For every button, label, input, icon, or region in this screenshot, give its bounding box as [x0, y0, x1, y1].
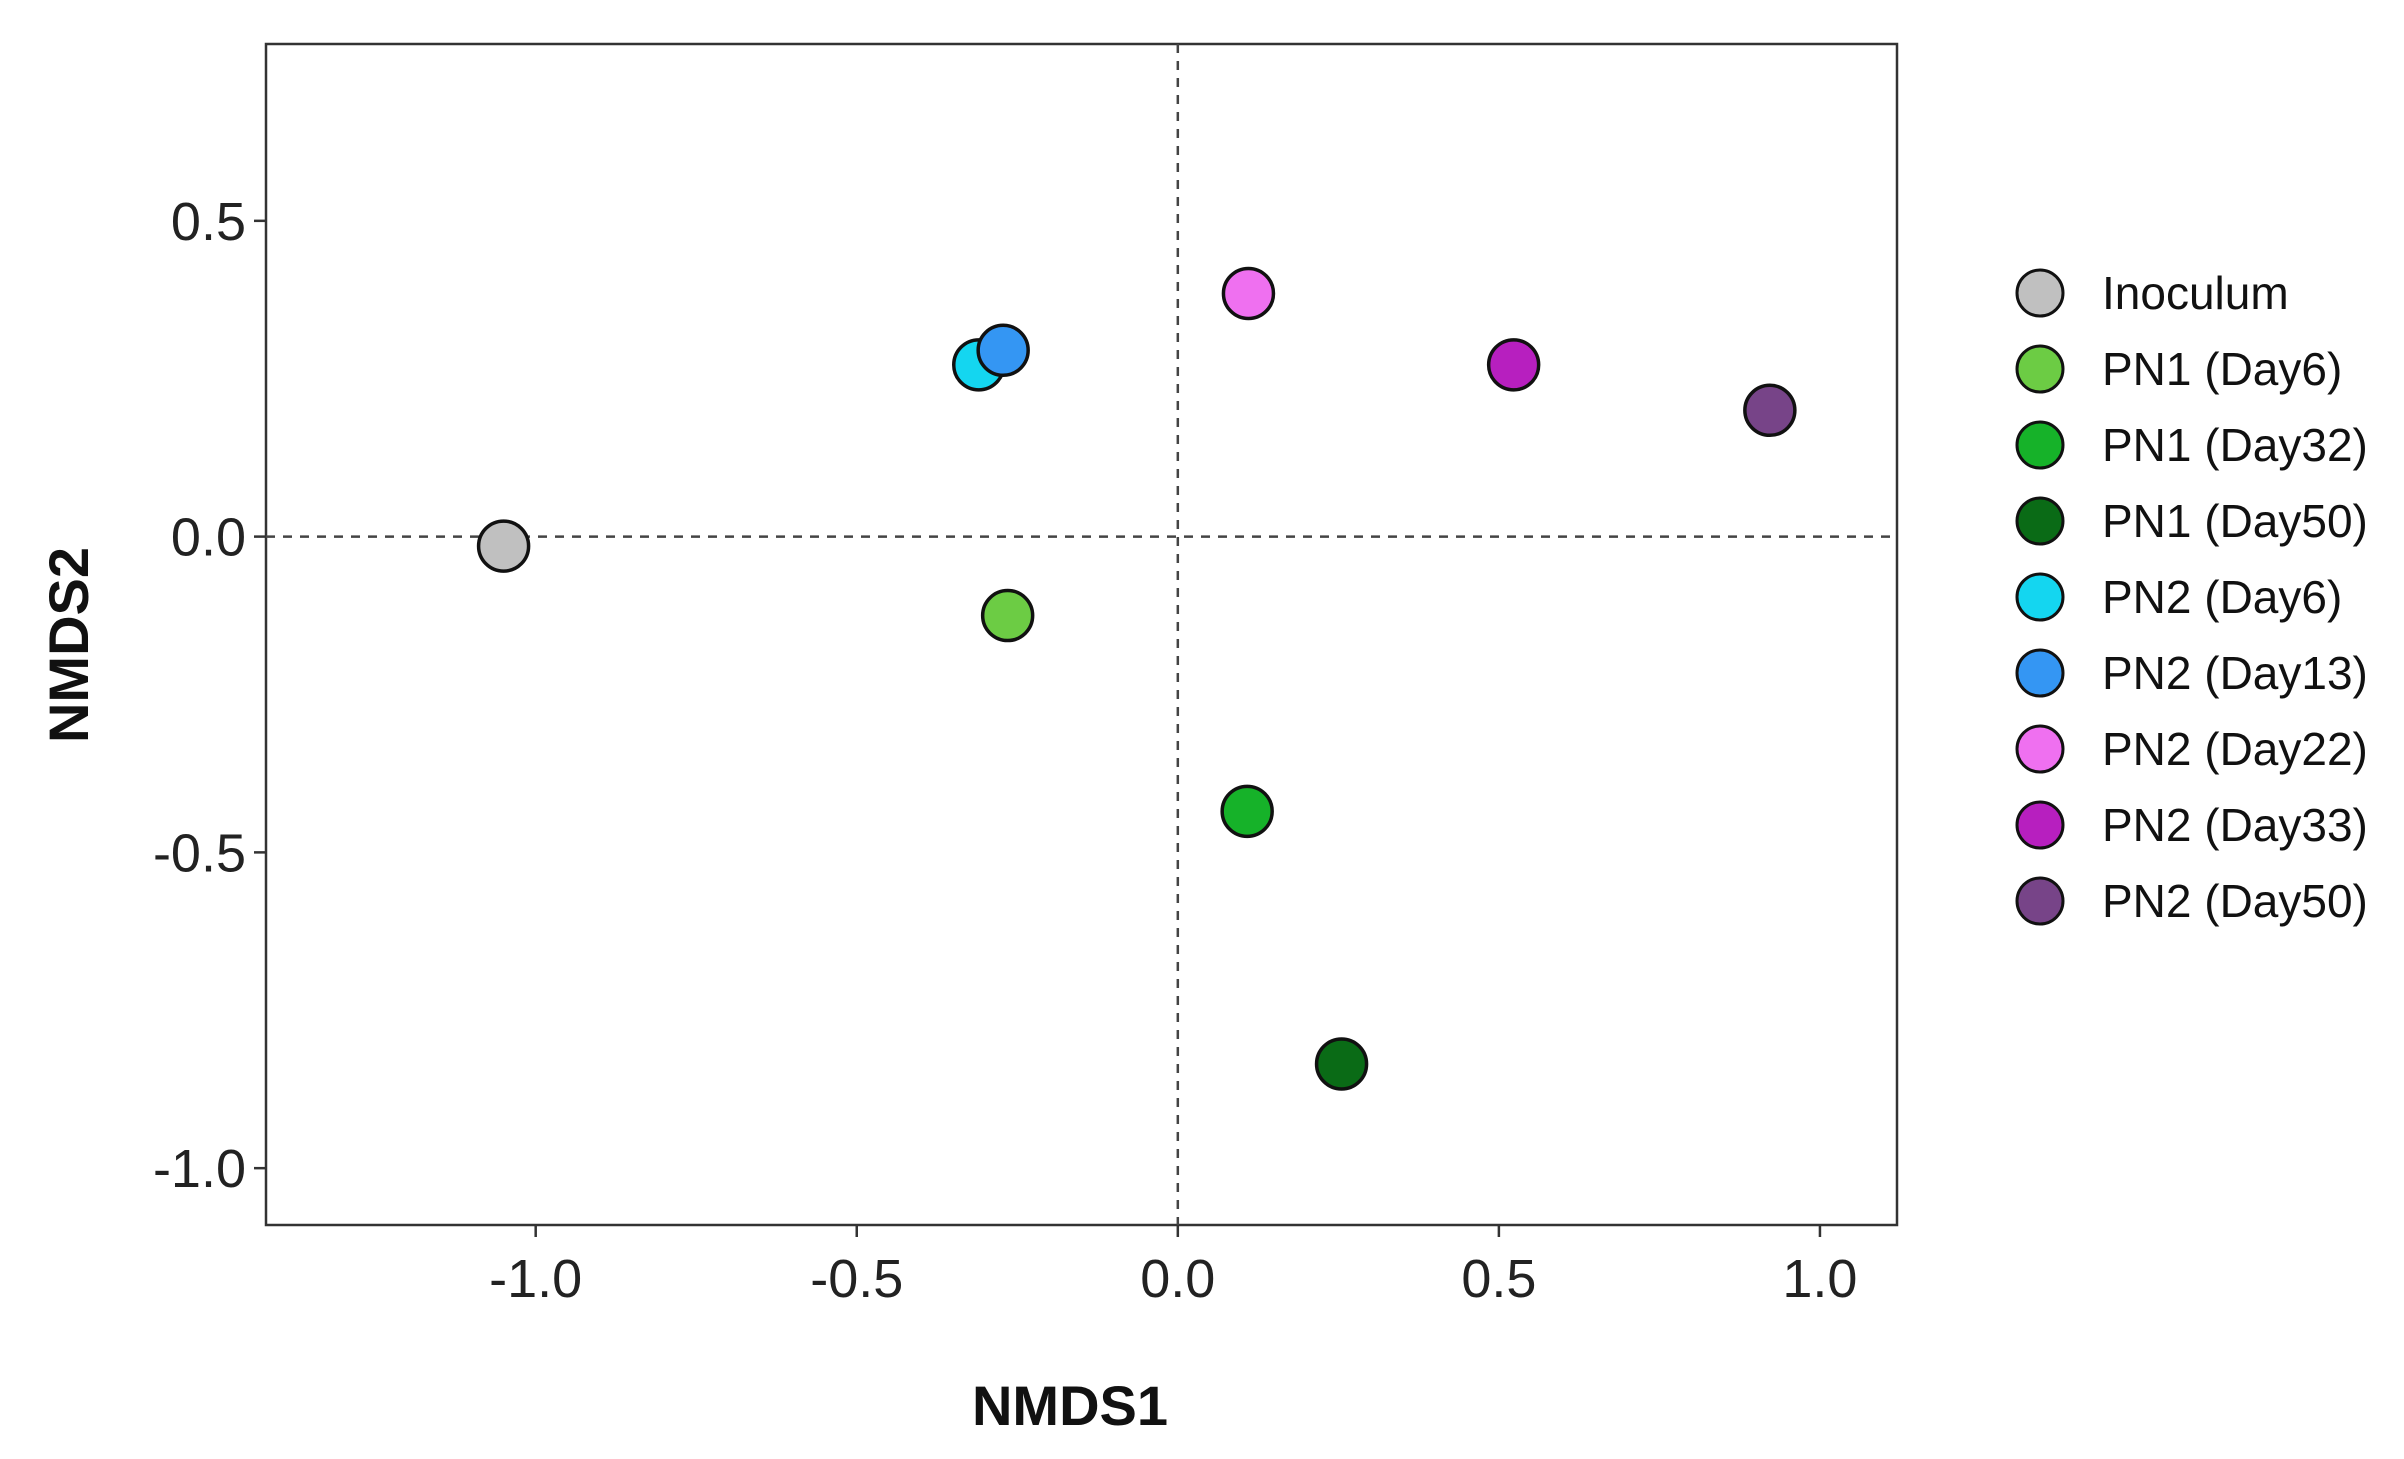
point-pn2-day50 [1743, 383, 1797, 438]
legend-key-pn2-day33 [2015, 800, 2065, 850]
legend-key-pn2-day13 [2015, 648, 2065, 698]
y-axis: 0.5 0.0 -0.5 -1.0 [153, 192, 266, 1199]
point-pn2-day13 [976, 323, 1030, 378]
x-tick-label: -1.0 [489, 1249, 582, 1309]
legend-key-pn2-day6 [2015, 572, 2065, 622]
point-pn1-day32 [1220, 784, 1274, 839]
legend-key-inoculum [2015, 268, 2065, 318]
legend-key-pn1-day50 [2015, 496, 2065, 546]
legend-label-pn1-day50: PN1 (Day50) [2102, 495, 2368, 547]
legend-key-pn1-day32 [2015, 420, 2065, 470]
y-tick-label: -1.0 [153, 1139, 246, 1199]
plot-area [264, 42, 1899, 1227]
legend-key-pn2-day50 [2015, 876, 2065, 926]
y-tick-label: 0.5 [171, 192, 246, 252]
x-tick-label: 0.0 [1140, 1249, 1215, 1309]
legend-label-pn2-day33: PN2 (Day33) [2102, 799, 2368, 851]
data-points [476, 266, 1797, 1091]
legend-label-inoculum: Inoculum [2102, 267, 2289, 319]
x-axis: -1.0 -0.5 0.0 0.5 1.0 [489, 1225, 1857, 1309]
legend-label-pn2-day6: PN2 (Day6) [2102, 571, 2342, 623]
x-axis-title: NMDS1 [972, 1374, 1168, 1437]
legend-label-pn2-day50: PN2 (Day50) [2102, 875, 2368, 927]
x-tick-label: 0.5 [1461, 1249, 1536, 1309]
point-pn2-day33 [1486, 338, 1541, 392]
plot-panel-border [264, 42, 1899, 1227]
legend-label-pn1-day6: PN1 (Day6) [2102, 343, 2342, 395]
y-tick-label: 0.0 [171, 508, 246, 568]
legend: Inoculum PN1 (Day6) PN1 (Day32) PN1 (Day50)… [2015, 267, 2368, 927]
y-tick-label: -0.5 [153, 823, 246, 883]
point-inoculum [476, 519, 531, 573]
x-tick-label: 1.0 [1782, 1249, 1857, 1309]
point-pn1-day6 [980, 588, 1035, 643]
legend-label-pn2-day22: PN2 (Day22) [2102, 723, 2368, 775]
x-tick-label: -0.5 [810, 1249, 903, 1309]
y-axis-title: NMDS2 [37, 547, 100, 743]
point-pn1-day50 [1314, 1037, 1369, 1091]
legend-label-pn1-day32: PN1 (Day32) [2102, 419, 2368, 471]
legend-key-pn1-day6 [2015, 344, 2065, 394]
point-pn2-day22 [1221, 266, 1276, 321]
legend-key-pn2-day22 [2015, 724, 2065, 774]
legend-label-pn2-day13: PN2 (Day13) [2102, 647, 2368, 699]
